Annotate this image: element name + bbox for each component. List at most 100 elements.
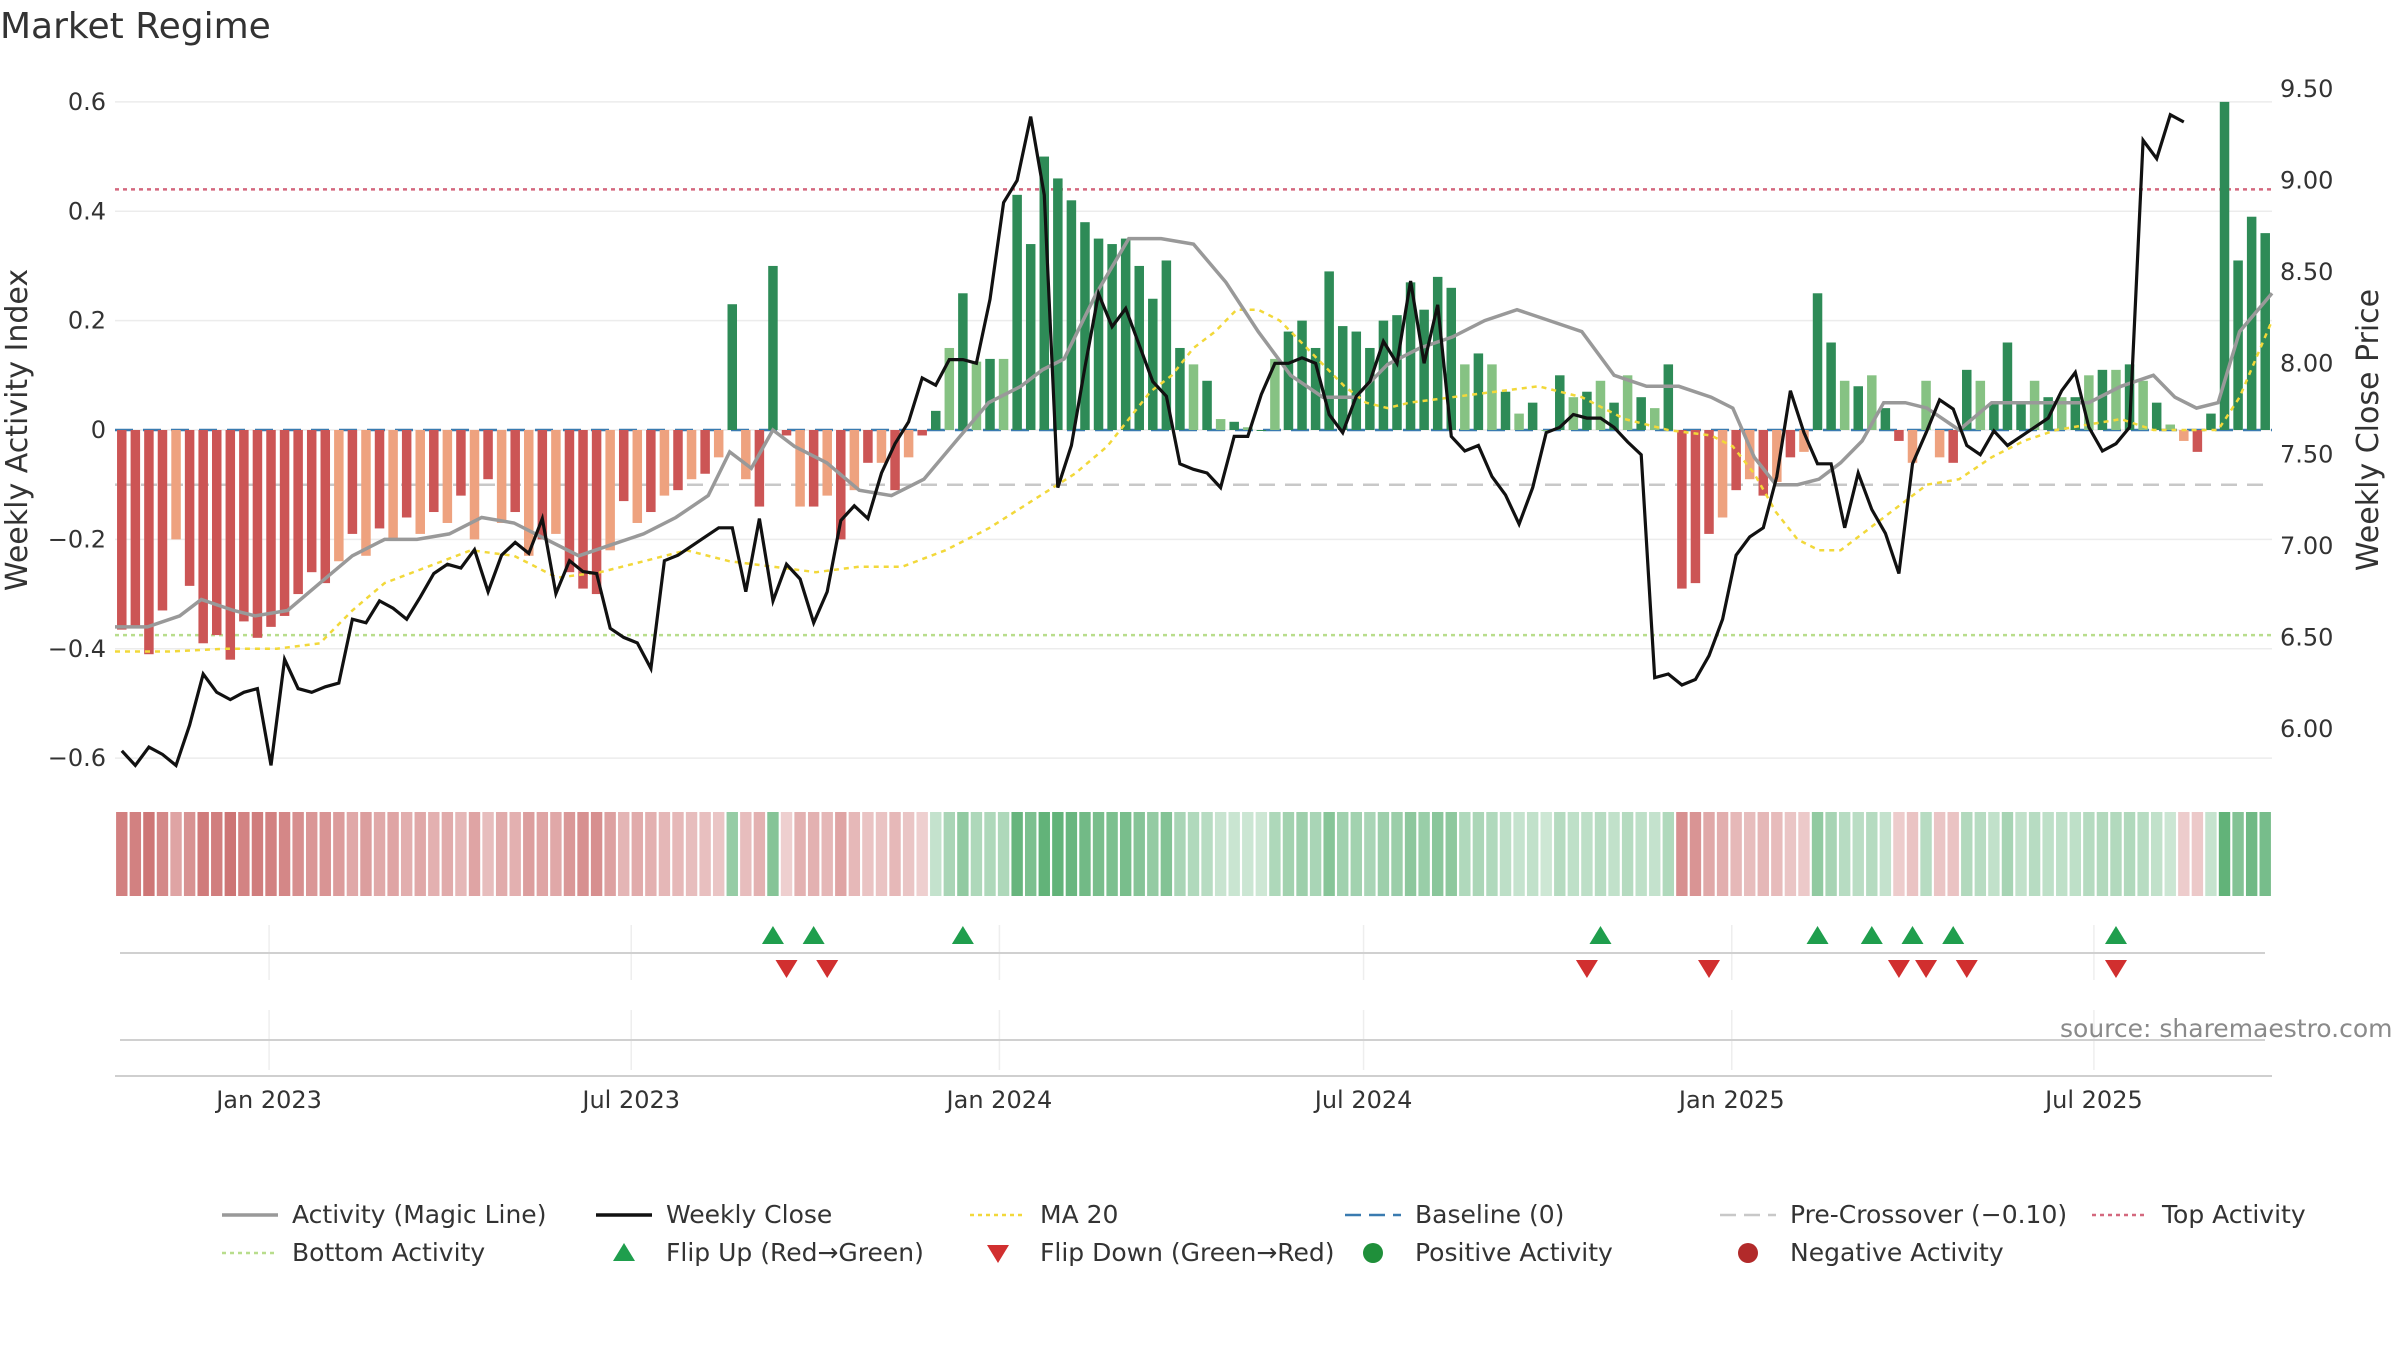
regime-strip-cell — [265, 812, 277, 896]
regime-strip-cell — [306, 812, 318, 896]
activity-bar — [1229, 421, 1239, 430]
regime-strip-cell — [238, 812, 250, 896]
activity-bar — [1175, 347, 1185, 430]
legend-item: Flip Up (Red→Green) — [613, 1238, 924, 1267]
activity-bar — [930, 410, 941, 430]
legend-label: Flip Up (Red→Green) — [666, 1238, 924, 1267]
regime-strip-cell — [740, 812, 752, 896]
activity-bar — [1039, 156, 1050, 430]
regime-strip-cell — [251, 812, 264, 896]
activity-bar — [2016, 402, 2026, 430]
regime-strip-cell — [2096, 812, 2109, 896]
regime-strip-cell — [1147, 812, 1159, 896]
activity-bar — [551, 430, 561, 534]
regime-strip-cell — [618, 812, 630, 896]
y-right-tick-label: 9.00 — [2280, 167, 2333, 195]
activity-bar — [1446, 287, 1457, 430]
x-tick-label: Jan 2023 — [214, 1086, 322, 1114]
activity-bar — [713, 430, 724, 458]
activity-bar — [2246, 216, 2257, 430]
regime-strip-cell — [1594, 812, 1607, 896]
regime-strip-cell — [631, 812, 643, 896]
flip-up-marker — [1942, 926, 1965, 944]
regime-strip-cell — [645, 812, 657, 896]
activity-bar — [537, 430, 548, 540]
activity-bar — [741, 430, 751, 480]
regime-strip-cell — [970, 812, 983, 896]
regime-strip-cell — [1079, 812, 1091, 896]
regime-strip-cell — [821, 812, 833, 896]
regime-strip-cell — [2042, 812, 2054, 896]
activity-bar — [1337, 326, 1348, 430]
legend-item: Pre-Crossover (−0.10) — [1720, 1200, 2067, 1229]
y-right-axis-title: Weekly Close Price — [2351, 289, 2386, 571]
regime-strip-cell — [699, 812, 711, 896]
regime-strip-cell — [2001, 812, 2014, 896]
activity-bar — [347, 430, 358, 534]
activity-bar — [1555, 375, 1565, 430]
activity-bar — [1839, 380, 1850, 430]
regime-strip-cell — [916, 812, 928, 896]
line-series — [115, 112, 2274, 769]
regime-strip-cell — [346, 812, 359, 896]
regime-strip-cell — [1350, 812, 1362, 896]
y-right-tick-label: 6.50 — [2280, 623, 2333, 651]
regime-strip-cell — [1838, 812, 1851, 896]
activity-bar — [890, 430, 900, 491]
activity-bar — [1934, 430, 1945, 458]
regime-strip-cell — [1404, 812, 1417, 896]
regime-strip-cell — [1581, 812, 1593, 896]
regime-strip-cell — [468, 812, 481, 896]
flip-up-marker — [1901, 926, 1924, 944]
activity-bar — [1921, 380, 1931, 430]
activity-bar — [496, 430, 507, 523]
activity-bar — [1215, 419, 1226, 430]
regime-strip-cell — [1933, 812, 1946, 896]
flip-up-marker — [1806, 926, 1829, 944]
activity-bar — [1894, 430, 1904, 441]
regime-strip-cell — [550, 812, 562, 896]
flip-up-marker — [761, 926, 784, 944]
flip-down-marker — [816, 960, 839, 978]
activity-bar — [157, 430, 168, 611]
activity-bar — [334, 430, 344, 562]
legend-label: Activity (Magic Line) — [292, 1200, 546, 1229]
x-tick-label: Jul 2024 — [1313, 1086, 1413, 1114]
regime-strip-cell — [1825, 812, 1837, 896]
activity-bar — [524, 430, 534, 556]
activity-bar — [1460, 364, 1470, 430]
legend-item: Weekly Close — [596, 1200, 832, 1229]
regime-strip-cell — [2137, 812, 2149, 896]
activity-bar — [415, 430, 425, 534]
activity-bar — [401, 430, 412, 518]
activity-bar — [1853, 386, 1863, 430]
legend-item: Baseline (0) — [1345, 1200, 1564, 1229]
regime-strip-cell — [1092, 812, 1105, 896]
legend-flip-down-icon — [987, 1245, 1009, 1263]
activity-bar — [863, 430, 873, 463]
activity-bar — [2138, 380, 2148, 430]
legend-label: Positive Activity — [1415, 1238, 1613, 1267]
activity-bar — [564, 430, 575, 573]
regime-strip-cell — [1974, 812, 1987, 896]
regime-strip-cell — [1160, 812, 1173, 896]
y-left-tick-label: 0.6 — [68, 88, 106, 116]
weekly-close-line — [120, 112, 2185, 769]
regime-strip-cell — [930, 812, 942, 896]
activity-bar — [1622, 375, 1633, 430]
regime-strip-cell — [1242, 812, 1254, 896]
activity-bar — [1025, 244, 1036, 430]
activity-bar — [2260, 233, 2270, 430]
regime-strip-cell — [1757, 812, 1769, 896]
activity-bar — [429, 430, 439, 513]
regime-strip-cell — [672, 812, 684, 896]
activity-bar — [1188, 364, 1199, 430]
activity-bar — [1283, 331, 1294, 430]
regime-strip-cell — [1323, 812, 1335, 896]
regime-strip-cell — [835, 812, 847, 896]
regime-strip-cell — [1703, 812, 1715, 896]
regime-strip-cell — [848, 812, 861, 896]
activity-bar — [510, 430, 520, 513]
regime-strip-cell — [902, 812, 915, 896]
activity-bar — [483, 430, 493, 480]
